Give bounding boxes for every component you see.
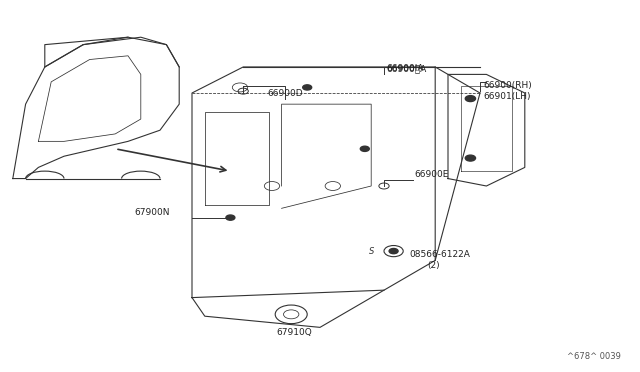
Circle shape [303,85,312,90]
Circle shape [389,248,398,254]
Circle shape [465,155,476,161]
Text: 08566-6122A: 08566-6122A [410,250,470,259]
Text: S: S [369,247,374,256]
Text: 66900E: 66900E [414,170,449,179]
Text: 66900D: 66900D [267,89,303,98]
Text: ^678^ 0039: ^678^ 0039 [567,352,621,361]
Text: 66900IA: 66900IA [386,64,424,73]
Text: 67900N: 67900N [134,208,170,217]
Text: 66901(LH): 66901(LH) [483,92,531,101]
Circle shape [360,146,369,151]
Text: (2): (2) [428,261,440,270]
Text: 67910Q: 67910Q [276,328,312,337]
Circle shape [226,215,235,220]
Circle shape [465,96,476,102]
Text: 66900(RH): 66900(RH) [483,81,532,90]
Text: 66900 A: 66900 A [386,64,426,73]
